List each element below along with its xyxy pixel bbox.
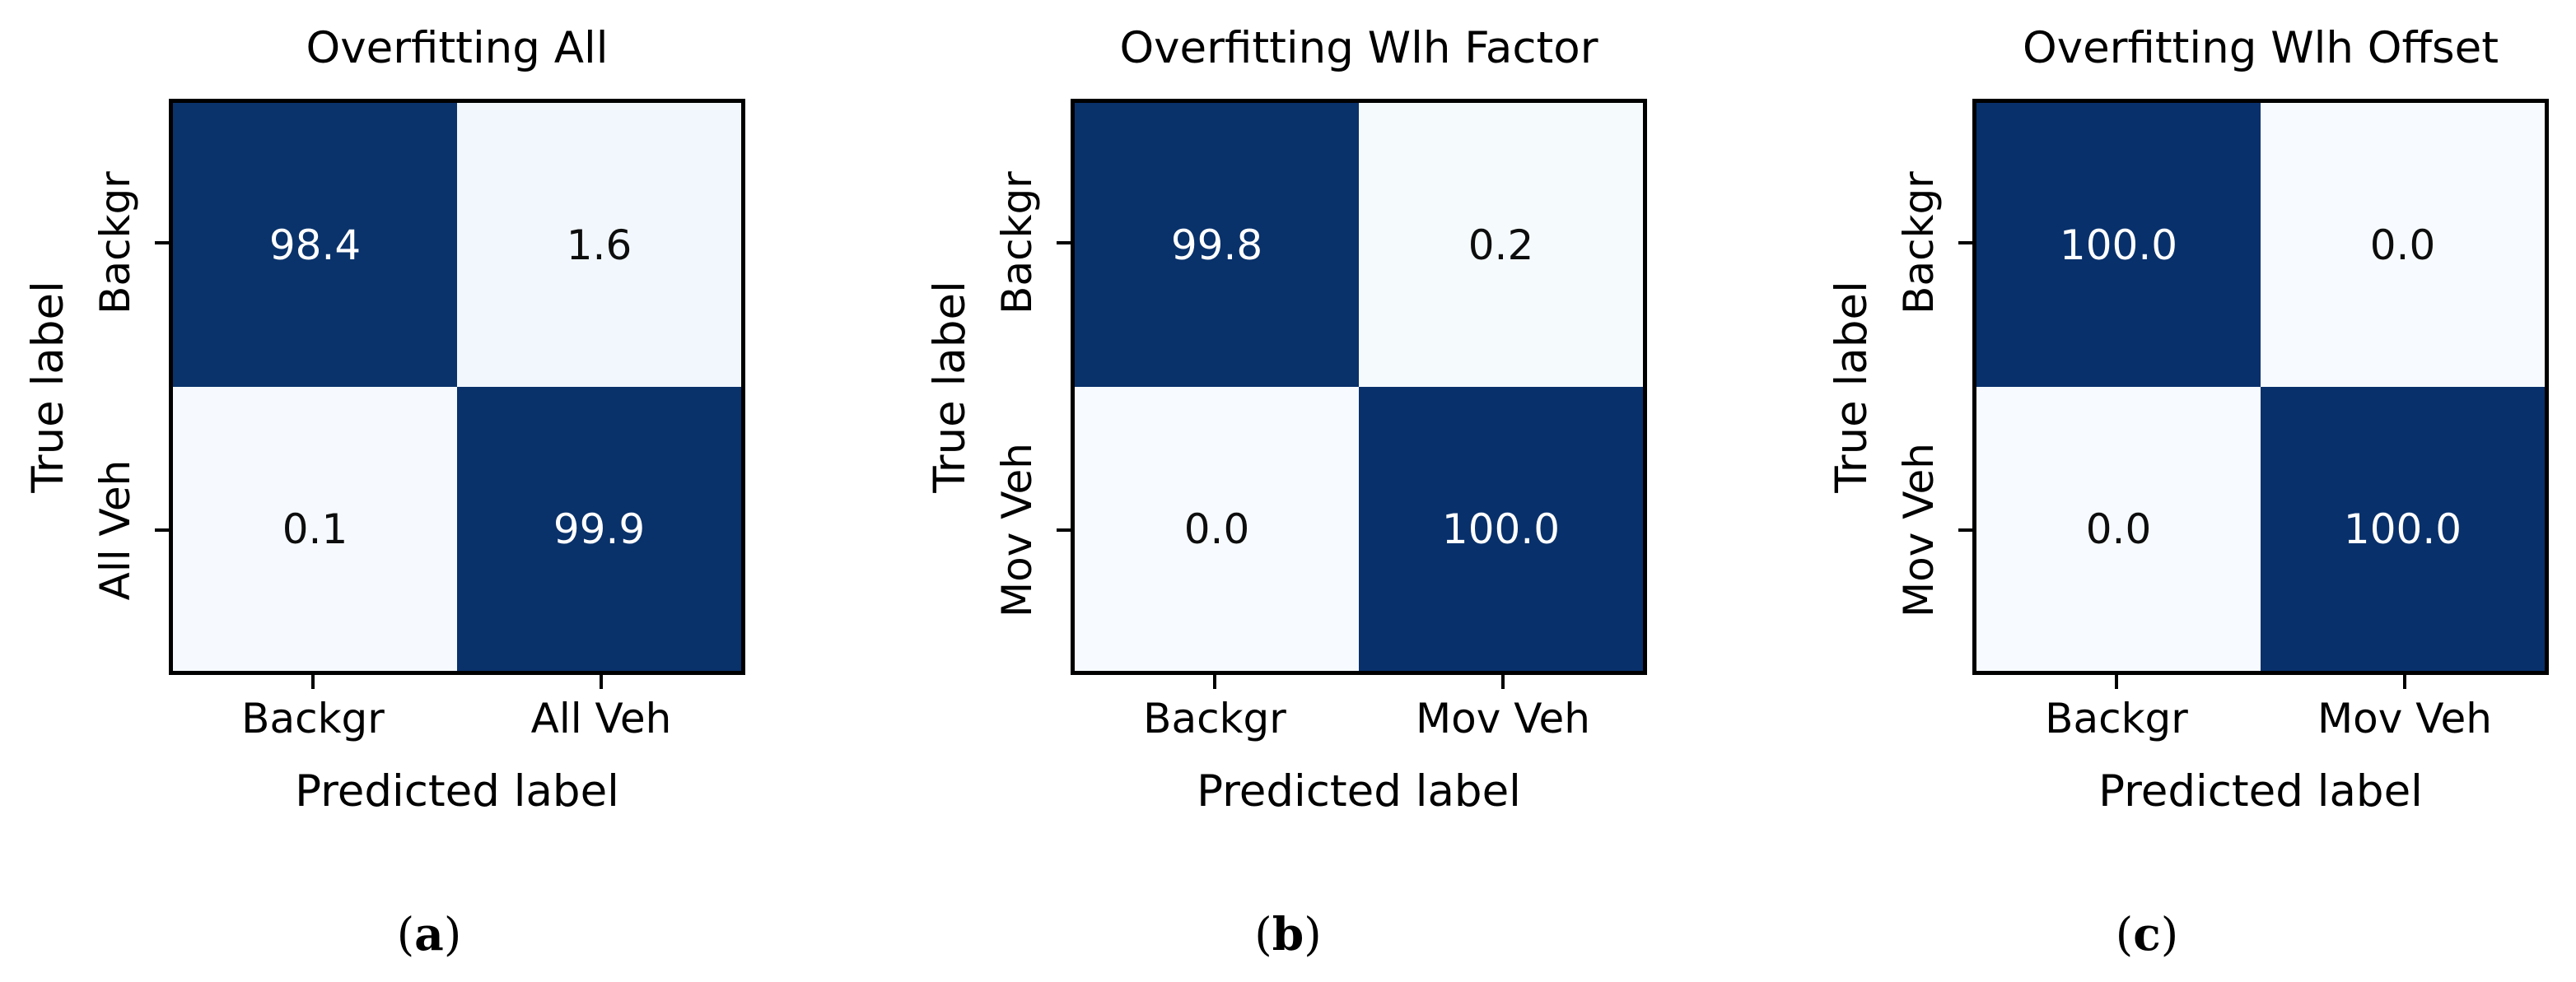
x-tick-label: Mov Veh xyxy=(1416,695,1590,742)
tick-mark xyxy=(1057,528,1071,532)
axes-area-a: Overfitting All True label Backgr All Ve… xyxy=(23,23,745,817)
x-tick-label: Backgr xyxy=(241,695,385,742)
caption-letter: a xyxy=(414,907,444,961)
heatmap-cell: 1.6 xyxy=(457,103,741,387)
tick-mark xyxy=(1958,528,1972,532)
chart-title: Overfitting Wlh Factor xyxy=(1119,23,1598,73)
heatmap: 100.0 0.0 0.0 100.0 xyxy=(1972,99,2549,675)
heatmap-cell: 0.0 xyxy=(2261,103,2545,387)
caption-paren: ( xyxy=(1254,908,1272,961)
y-tick-label: All Veh xyxy=(91,459,139,601)
panel-c: Overfitting Wlh Offset True label Backgr… xyxy=(1718,0,2576,982)
panel-b: Overfitting Wlh Factor True label Backgr… xyxy=(859,0,1717,982)
tick-mark xyxy=(1057,241,1071,244)
subfigure-caption: (a) xyxy=(0,907,858,961)
heatmap-cell: 99.8 xyxy=(1075,103,1359,387)
cell-value: 0.1 xyxy=(282,505,348,553)
y-tick-label: Mov Veh xyxy=(993,443,1041,617)
heatmap-cell: 100.0 xyxy=(1976,103,2261,387)
x-tick-label: All Veh xyxy=(530,695,672,742)
x-axis-label: Predicted label xyxy=(295,766,619,817)
heatmap-cell: 0.1 xyxy=(173,387,457,671)
x-tick-label: Backgr xyxy=(2045,695,2188,742)
chart-title: Overfitting All xyxy=(306,23,609,73)
chart-title: Overfitting Wlh Offset xyxy=(2022,23,2499,73)
heatmap-cell: 100.0 xyxy=(2261,387,2545,671)
cell-value: 0.0 xyxy=(2369,221,2436,269)
cell-value: 0.0 xyxy=(1183,505,1250,553)
tick-mark xyxy=(2403,675,2406,689)
caption-paren: ( xyxy=(396,908,415,961)
y-axis-label: True label xyxy=(925,281,975,493)
y-tick-label: Backgr xyxy=(1895,171,1943,314)
heatmap-cell: 98.4 xyxy=(173,103,457,387)
x-axis-label: Predicted label xyxy=(1197,766,1521,817)
tick-mark xyxy=(2115,675,2118,689)
y-tick-label: Backgr xyxy=(91,171,139,314)
heatmap-cell: 100.0 xyxy=(1359,387,1643,671)
x-tick-label: Mov Veh xyxy=(2317,695,2492,742)
cell-value: 100.0 xyxy=(2059,221,2178,269)
tick-mark xyxy=(155,241,169,244)
heatmap: 99.8 0.2 0.0 100.0 xyxy=(1071,99,1647,675)
y-axis-label: True label xyxy=(23,281,73,493)
y-tick-label: Mov Veh xyxy=(1895,443,1943,617)
tick-mark xyxy=(1501,675,1505,689)
axes-area-c: Overfitting Wlh Offset True label Backgr… xyxy=(1827,23,2549,817)
heatmap-cell: 0.2 xyxy=(1359,103,1643,387)
subfigure-caption: (b) xyxy=(859,907,1717,961)
cell-value: 0.2 xyxy=(1468,221,1534,269)
x-tick-label: Backgr xyxy=(1143,695,1286,742)
caption-paren: ) xyxy=(2160,908,2179,961)
cell-value: 99.9 xyxy=(553,505,646,553)
panel-a: Overfitting All True label Backgr All Ve… xyxy=(0,0,858,982)
y-axis-label: True label xyxy=(1827,281,1877,493)
tick-mark xyxy=(1958,241,1972,244)
cell-value: 0.0 xyxy=(2085,505,2152,553)
cell-value: 99.8 xyxy=(1170,221,1263,269)
heatmap: 98.4 1.6 0.1 99.9 xyxy=(169,99,745,675)
caption-letter: c xyxy=(2133,907,2161,961)
heatmap-cell: 99.9 xyxy=(457,387,741,671)
heatmap-cell: 0.0 xyxy=(1075,387,1359,671)
caption-paren: ( xyxy=(2115,908,2134,961)
axes-area-b: Overfitting Wlh Factor True label Backgr… xyxy=(925,23,1647,817)
tick-mark xyxy=(600,675,603,689)
cell-value: 1.6 xyxy=(566,221,632,269)
caption-letter: b xyxy=(1272,907,1304,961)
cell-value: 100.0 xyxy=(1441,505,1561,553)
cell-value: 98.4 xyxy=(268,221,362,269)
subfigure-caption: (c) xyxy=(1718,907,2576,961)
cell-value: 100.0 xyxy=(2343,505,2462,553)
heatmap-cell: 0.0 xyxy=(1976,387,2261,671)
tick-mark xyxy=(311,675,315,689)
caption-paren: ) xyxy=(1304,908,1322,961)
caption-paren: ) xyxy=(443,908,462,961)
x-axis-label: Predicted label xyxy=(2098,766,2423,817)
tick-mark xyxy=(1213,675,1216,689)
tick-mark xyxy=(155,528,169,532)
y-tick-label: Backgr xyxy=(993,171,1041,314)
